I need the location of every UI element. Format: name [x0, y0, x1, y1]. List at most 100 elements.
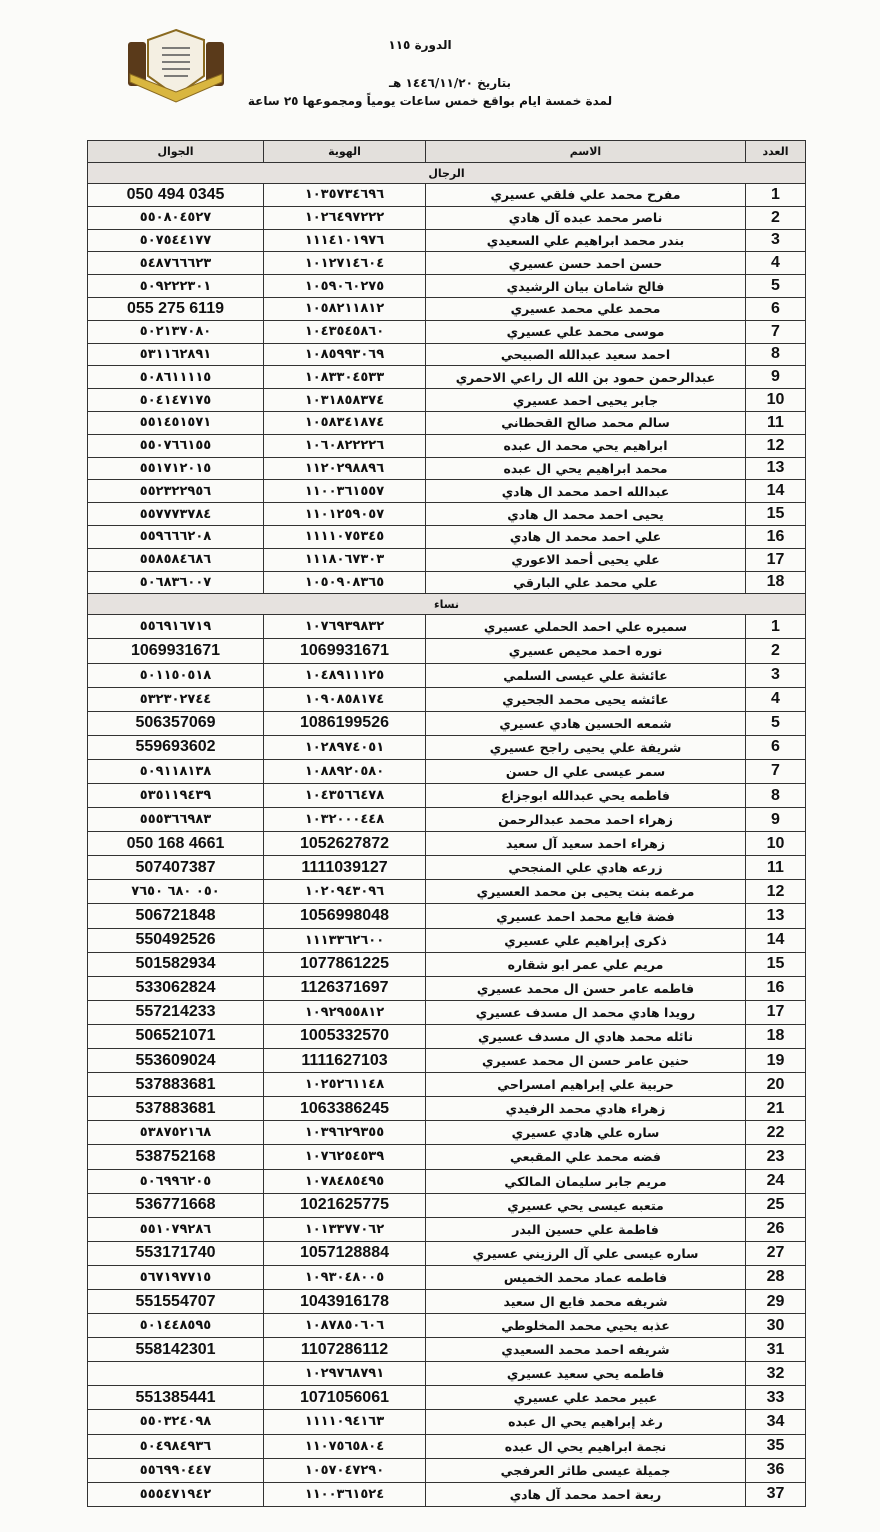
row-number: 30: [745, 1313, 806, 1339]
phone-number: ٥٥٥٣٦٦٩٨٣: [87, 807, 264, 833]
national-id: 1077861225: [263, 951, 426, 977]
participant-name: نوره احمد محيص عسيري: [425, 638, 746, 664]
participant-name: عبدالرحمن حمود بن الله ال راعي الاحمري: [425, 365, 746, 390]
phone-number: ٥٦٧١٩٧٧١٥: [87, 1264, 264, 1290]
table-row: 24 مريم جابر سليمان المالكي ١٠٧٨٤٨٥٤٩٥ ٥٠٦٩…: [87, 1168, 806, 1194]
phone-number: ٥٠١١٥٠٥١٨: [87, 662, 264, 688]
participants-table: العدد الاسم الهوية الجوال الرجال 1 مفرح م…: [87, 140, 806, 1507]
row-number: 10: [745, 388, 806, 412]
row-number: 9: [745, 365, 806, 390]
phone-number: ٥٠٦٩٩٦٢٠٥: [87, 1168, 264, 1194]
row-number: 12: [745, 433, 806, 458]
participant-name: مريم جابر سليمان المالكي: [425, 1168, 746, 1194]
row-number: 15: [745, 951, 806, 977]
row-number: 28: [745, 1264, 806, 1290]
participant-name: سميره علي احمد الحملي عسيري: [425, 614, 746, 640]
participant-name: سمر عيسى علي ال حسن: [425, 758, 746, 785]
participant-name: ناصر محمد عبده آل هادي: [425, 205, 746, 230]
national-id: 1107286112: [263, 1337, 426, 1363]
table-row: 22 ساره علي هادي عسيري ١٠٣٩٦٢٩٣٥٥ ٥٣٨٧٥٢١٦٨: [87, 1120, 806, 1146]
phone-number: ٥٥٧٧٧٣٧٨٤: [87, 502, 264, 526]
participant-name: عذبه يحيي محمد المخلوطي: [425, 1313, 746, 1339]
phone-number: ٥٥٠٣٢٤٠٩٨: [87, 1409, 264, 1435]
table-row: 6 شريفة علي يحيى راجح عسيري ١٠٢٨٩٧٤٠٥١ 5596…: [87, 734, 806, 760]
table-row: 18 علي محمد علي البارقي ١٠٥٠٩٠٨٣٦٥ ٥٠٦٨٣٦٠٠…: [87, 570, 806, 595]
phone-number: ٥٥٠٧٦٦١٥٥: [87, 433, 264, 458]
table-header-row: العدد الاسم الهوية الجوال: [87, 140, 806, 163]
phone-number: 553171740: [87, 1240, 264, 1266]
table-row: 16 علي احمد محمد ال هادي ١١١١٠٧٥٣٤٥ ٥٥٩٦٦٦٢…: [87, 524, 806, 549]
row-number: 21: [745, 1096, 806, 1122]
phone-number: 553609024: [87, 1048, 264, 1074]
national-id: ١١٠٠٣٦١٥٢٤: [263, 1481, 426, 1507]
participant-name: فاطمه عماد محمد الخميس: [425, 1264, 746, 1290]
row-number: 11: [745, 855, 806, 881]
national-id: ١١١٤١٠١٩٧٦: [263, 228, 426, 253]
participant-name: زهراء هادي محمد الرفيدي: [425, 1096, 746, 1122]
phone-number: ٥٥٢٣٢٢٩٥٦: [87, 479, 264, 504]
phone-number: 550492526: [87, 927, 264, 953]
national-id: ١٠٣٥٧٣٤٦٩٦: [263, 183, 426, 207]
column-header-id: الهوية: [263, 140, 426, 163]
section-header-men: الرجال: [87, 162, 806, 184]
national-id: ١٠٧٦٩٣٩٨٣٢: [263, 614, 426, 640]
table-row: 2 ناصر محمد عبده آل هادي ١٠٢٦٤٩٧٢٢٢ ٥٥٠٨٠٤٥…: [87, 205, 806, 230]
row-number: 31: [745, 1337, 806, 1363]
participant-name: مرغمه بنت يحيى بن محمد العسيري: [425, 879, 746, 905]
phone-number: ٥٠٧٥٤٤١٧٧: [87, 228, 264, 253]
participant-name: نائله محمد هادي ال مسدف عسيري: [425, 1023, 746, 1050]
course-date: بتاريخ ١٤٤٦/١١/٢٠ هـ: [388, 76, 512, 90]
phone-number: 537883681: [87, 1096, 264, 1122]
participant-name: مفرح محمد علي فلقي عسيري: [425, 183, 746, 207]
phone-number: [87, 1361, 264, 1387]
phone-number: 558142301: [87, 1337, 264, 1363]
national-id: ١١١١٠٧٥٣٤٥: [263, 524, 426, 549]
participant-name: علي احمد محمد ال هادي: [425, 524, 746, 549]
row-number: 14: [745, 479, 806, 504]
phone-number: ٥٠٤٩٨٤٩٣٦: [87, 1433, 264, 1459]
association-crest-logo: [128, 28, 224, 103]
row-number: 11: [745, 410, 806, 435]
national-id: ١٠٧٨٤٨٥٤٩٥: [263, 1168, 426, 1194]
row-number: 6: [745, 296, 806, 321]
national-id: 1056998048: [263, 903, 426, 929]
participant-name: ساره عيسى علي آل الرزيني عسيري: [425, 1240, 746, 1266]
national-id: ١١٢٠٢٩٨٨٩٦: [263, 456, 426, 481]
participant-name: شريفة علي يحيى راجح عسيري: [425, 734, 746, 760]
table-row: 12 مرغمه بنت يحيى بن محمد العسيري ١٠٢٠٩٤٣٠…: [87, 879, 806, 905]
national-id: ١١٠٧٥٦٥٨٠٤: [263, 1433, 426, 1459]
table-row: 23 فضه محمد علي المقبعي ١٠٧٦٢٥٤٥٣٩ 53875216…: [87, 1144, 806, 1170]
table-row: 9 زهراء احمد محمد عبدالرحمن ١٠٣٢٠٠٠٤٤٨ ٥٥٥٣…: [87, 807, 806, 833]
table-row: 13 فضة فايع محمد احمد عسيري 1056998048 5067…: [87, 903, 806, 929]
row-number: 7: [745, 319, 806, 344]
row-number: 17: [745, 999, 806, 1025]
national-id: 1005332570: [263, 1023, 426, 1050]
participant-name: شريفه احمد محمد السعيدي: [425, 1337, 746, 1363]
table-row: 12 ابراهيم يحي محمد ال عبده ١٠٦٠٨٢٢٢٢٦ ٥٥٠٧…: [87, 433, 806, 458]
phone-number: ٥٥٥٤٧١٩٤٢: [87, 1481, 264, 1507]
participant-name: فاطمة علي حسين البدر: [425, 1216, 746, 1242]
table-row: 34 رغد إبراهيم يحي ال عبده ١١١١٠٩٤١٦٣ ٥٥٠٣٢…: [87, 1409, 806, 1435]
row-number: 10: [745, 831, 806, 857]
row-number: 33: [745, 1385, 806, 1411]
national-id: ١٠٣١٨٥٨٣٧٤: [263, 388, 426, 412]
row-number: 20: [745, 1072, 806, 1098]
phone-number: 1069931671: [87, 638, 264, 664]
participant-name: عبير محمد علي عسيري: [425, 1385, 746, 1411]
table-row: 15 مريم علي عمر ابو شقاره 1077861225 501582…: [87, 951, 806, 977]
participant-name: ربعة احمد محمد آل هادي: [425, 1481, 746, 1507]
table-row: 1 سميره علي احمد الحملي عسيري ١٠٧٦٩٣٩٨٣٢ ٥٥…: [87, 614, 806, 640]
row-number: 37: [745, 1481, 806, 1507]
row-number: 34: [745, 1409, 806, 1435]
table-row: 4 حسن احمد حسن عسيري ١٠١٢٧١٤٦٠٤ ٥٤٨٧٦٦٦٢٣: [87, 251, 806, 276]
national-id: ١٠٩٢٩٥٥٨١٢: [263, 999, 426, 1025]
row-number: 14: [745, 927, 806, 953]
participant-name: متعبه عيسى يحي عسيري: [425, 1192, 746, 1218]
table-row: 10 زهراء احمد سعيد آل سعيد 1052627872 050 1…: [87, 831, 806, 857]
phone-number: 538752168: [87, 1144, 264, 1170]
table-row: 11 سالم محمد صالح القحطاني ١٠٥٨٣٤١٨٧٤ ٥٥١٤٥…: [87, 410, 806, 435]
row-number: 6: [745, 734, 806, 760]
table-row: 14 عبدالله احمد محمد ال هادي ١١٠٠٣٦١٥٥٧ ٥٥٢…: [87, 479, 806, 504]
participant-name: بندر محمد ابراهيم علي السعيدي: [425, 228, 746, 253]
row-number: 16: [745, 524, 806, 549]
